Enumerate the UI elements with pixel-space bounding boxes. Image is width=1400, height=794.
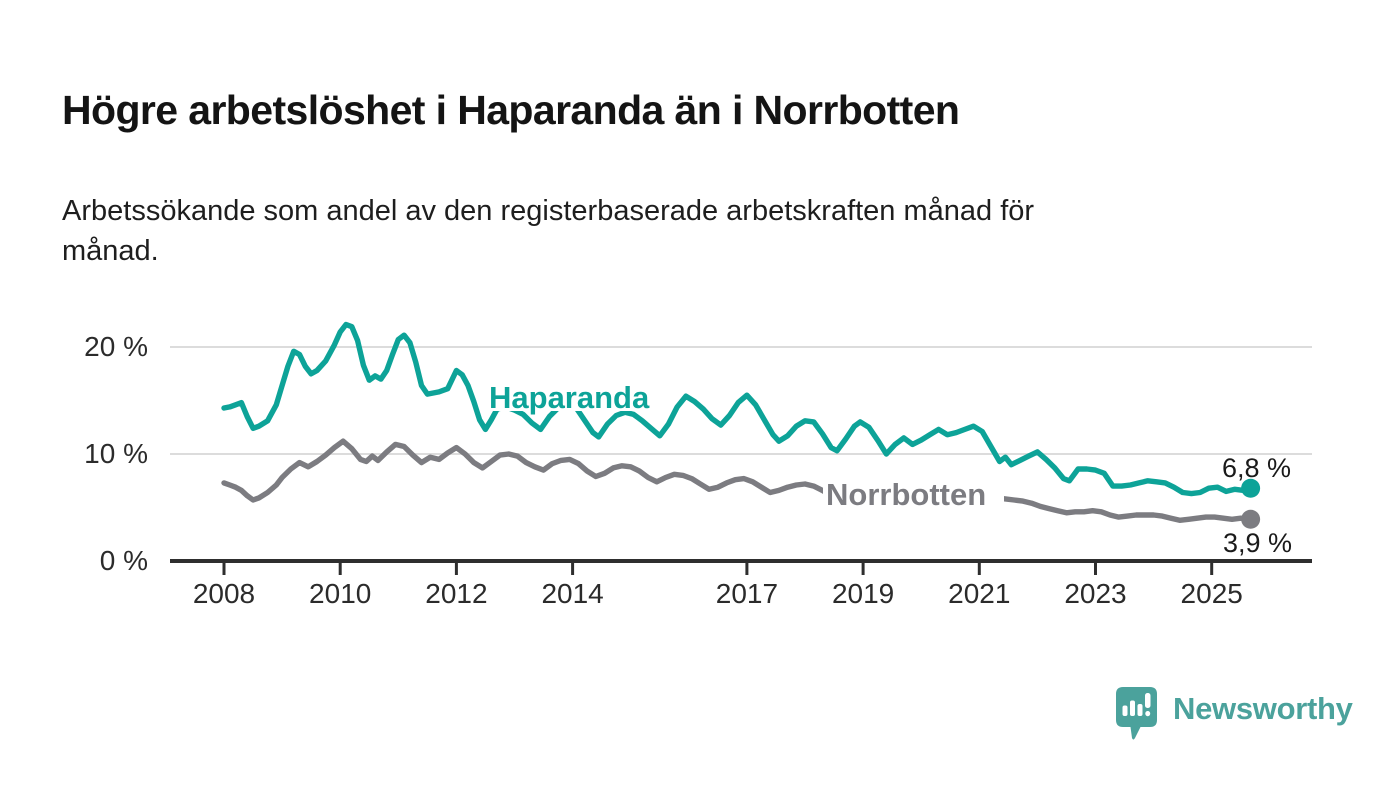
page-subtitle: Arbetssökande som andel av den registerb… — [62, 195, 1035, 268]
x-tick-label-2010: 2010 — [309, 578, 371, 609]
x-tick-label-2025: 2025 — [1181, 578, 1243, 609]
chart-svg: 2008 2010 2012 2014 2017 2019 2021 2023 2025 0 % 1… — [84, 321, 1312, 609]
x-tick-label-2017: 2017 — [716, 578, 778, 609]
y-tick-label-0: 0 % — [100, 545, 148, 576]
newsworthy-logo: Newsworthy — [1114, 684, 1353, 746]
haparanda-end-value: 6,8 % — [1222, 453, 1291, 483]
x-tick-label-2014: 2014 — [541, 578, 603, 609]
x-tick-label-2008: 2008 — [193, 578, 255, 609]
newsworthy-wordmark: Newsworthy — [1173, 691, 1353, 726]
haparanda-label-halo — [486, 381, 653, 411]
newsworthy-bubble-chart-icon — [1116, 687, 1157, 740]
x-tick-label-2019: 2019 — [832, 578, 894, 609]
norrbotten-end-dot — [1241, 509, 1261, 529]
x-tick-label-2021: 2021 — [948, 578, 1010, 609]
page-title: Högre arbetslöshet i Haparanda än i Norr… — [62, 87, 960, 134]
y-tick-label-10: 10 % — [84, 438, 148, 469]
haparanda-series-label: Haparanda — [489, 380, 650, 415]
unemployment-line-chart: 2008 2010 2012 2014 2017 2019 2021 2023 2025 0 % 1… — [0, 280, 1400, 620]
x-tick-label-2012: 2012 — [425, 578, 487, 609]
norrbotten-series-label: Norrbotten — [826, 477, 986, 512]
y-tick-label-20: 20 % — [84, 331, 148, 362]
norrbotten-line — [221, 438, 1254, 524]
norrbotten-label-halo — [823, 477, 1004, 514]
x-tick-label-2023: 2023 — [1064, 578, 1126, 609]
norrbotten-end-value: 3,9 % — [1223, 528, 1292, 558]
haparanda-end-dot — [1241, 478, 1261, 498]
haparanda-line — [221, 321, 1254, 497]
